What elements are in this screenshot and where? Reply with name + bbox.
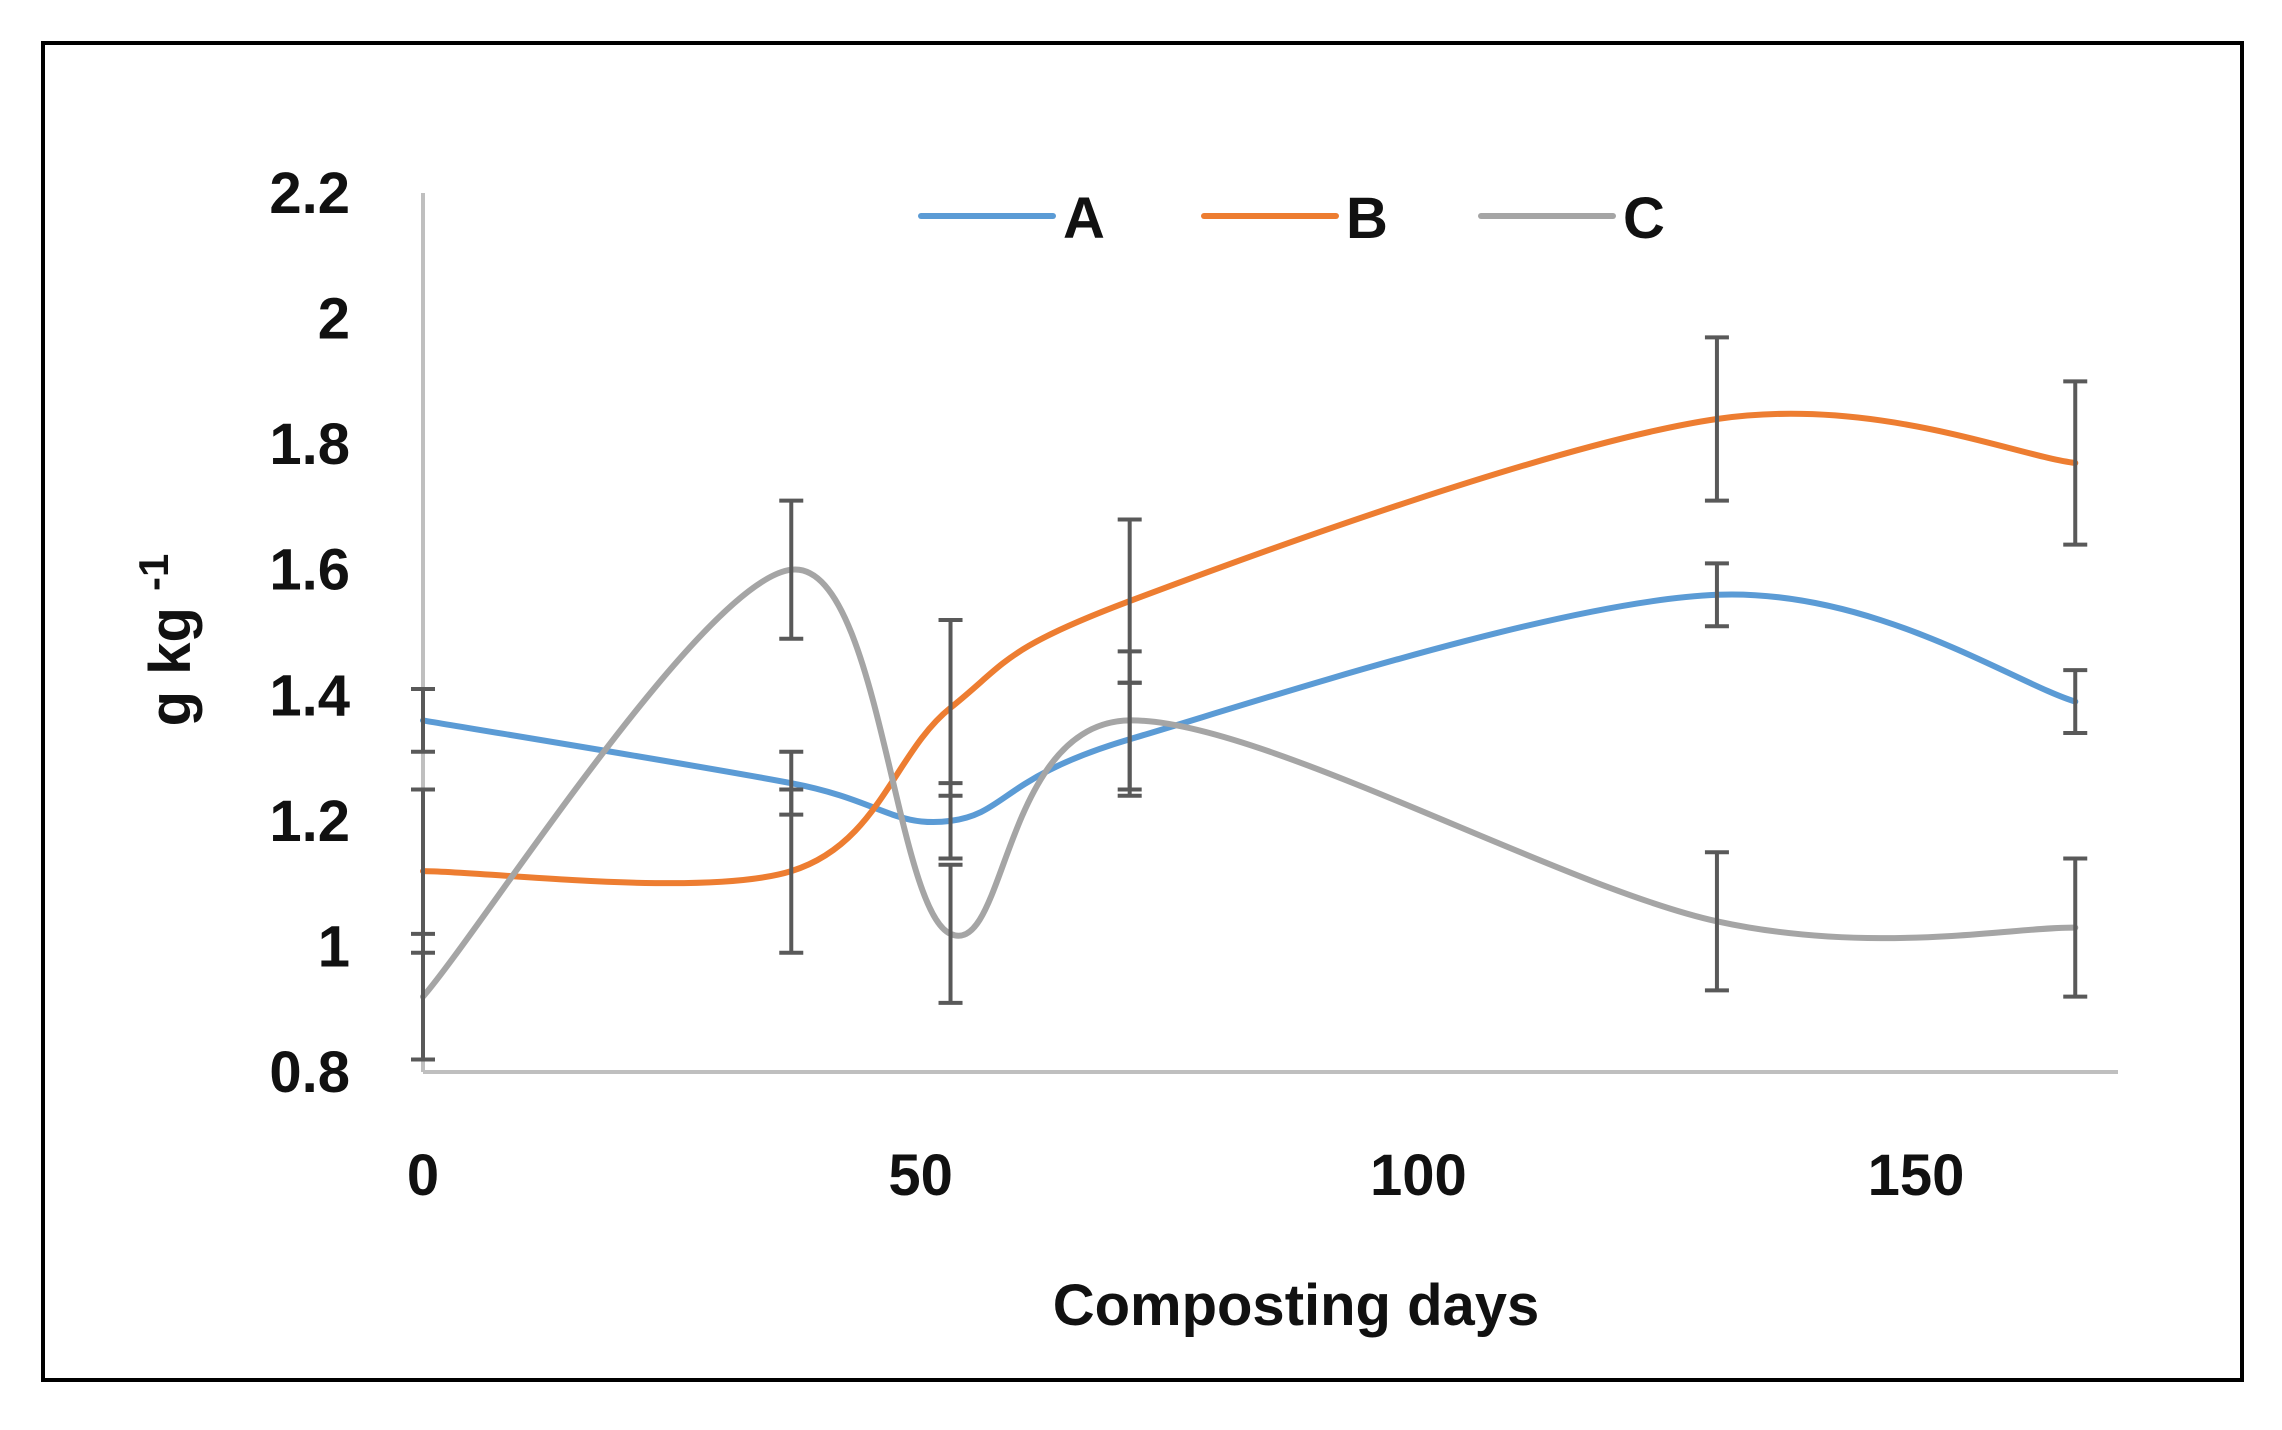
error-bar-b — [779, 787, 804, 955]
y-tick-label: 1.4 — [269, 663, 350, 728]
error-bar-c — [779, 498, 804, 641]
legend-label-a: A — [1063, 186, 1105, 251]
y-tick-label: 2 — [318, 287, 350, 352]
y-tick-label: 2.2 — [269, 161, 350, 226]
x-tick-label: 100 — [1370, 1143, 1467, 1208]
x-tick-label: 0 — [407, 1143, 439, 1208]
y-tick-label: 1.2 — [269, 789, 350, 854]
error-bar-c — [411, 931, 435, 1062]
error-bar-b — [2063, 379, 2088, 547]
error-bar-c — [2063, 856, 2088, 999]
error-bar-a — [1704, 561, 1729, 629]
x-tick-label: 50 — [888, 1143, 953, 1208]
error-bar-a — [2063, 668, 2088, 735]
y-tick-label: 1 — [318, 914, 350, 979]
error-bar-b — [938, 617, 963, 798]
x-axis-title: Composting days — [1053, 1273, 1540, 1338]
legend-label-b: B — [1346, 186, 1388, 251]
series-line-c — [420, 566, 2079, 1000]
error-bar-c — [938, 862, 963, 1005]
series-line-b — [420, 410, 2079, 887]
y-tick-label: 1.8 — [269, 412, 350, 477]
series-line-a — [420, 591, 2079, 825]
y-tick-label: 1.6 — [269, 538, 350, 603]
error-bar-c — [1704, 850, 1729, 993]
chart-frame — [41, 41, 2244, 1382]
error-bar-b — [1704, 335, 1729, 503]
y-tick-label: 0.8 — [269, 1040, 350, 1105]
legend-label-c: C — [1623, 186, 1665, 251]
error-bar-a — [411, 687, 435, 754]
y-axis-title: g kg -1 — [130, 554, 203, 727]
x-tick-label: 150 — [1868, 1143, 1965, 1208]
error-bar-c — [1117, 649, 1142, 792]
